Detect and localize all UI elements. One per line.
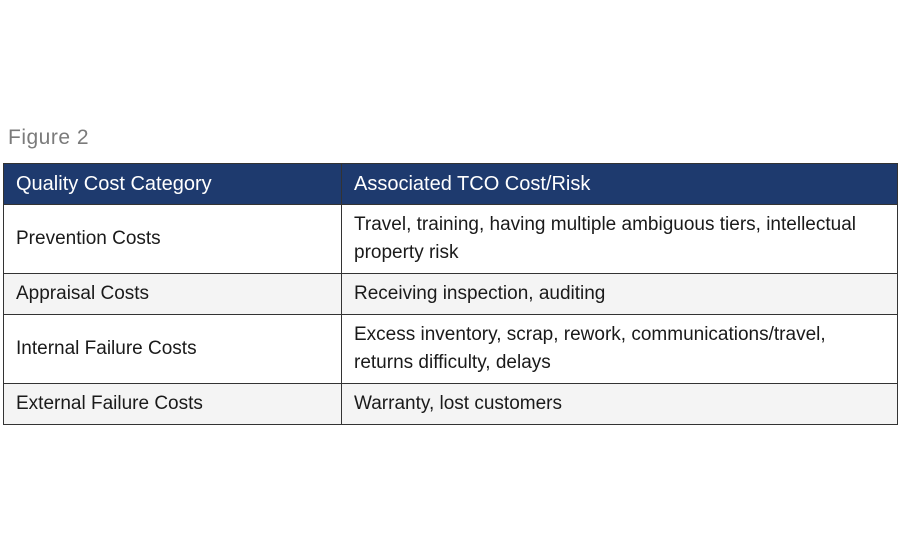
cost-cell: Excess inventory, scrap, rework, communi… xyxy=(341,314,898,384)
cost-cell: Receiving inspection, auditing xyxy=(341,273,898,315)
header-row: Quality Cost Category Associated TCO Cos… xyxy=(3,163,898,205)
header-associated-tco-cost-risk: Associated TCO Cost/Risk xyxy=(341,163,898,205)
category-cell: Prevention Costs xyxy=(3,204,342,274)
table-header: Quality Cost Category Associated TCO Cos… xyxy=(3,163,898,205)
table-row: Appraisal Costs Receiving inspection, au… xyxy=(3,273,898,315)
quality-cost-table: Quality Cost Category Associated TCO Cos… xyxy=(3,163,898,425)
table-row: External Failure Costs Warranty, lost cu… xyxy=(3,383,898,425)
category-cell: Internal Failure Costs xyxy=(3,314,342,384)
header-quality-cost-category: Quality Cost Category xyxy=(3,163,342,205)
cost-cell: Warranty, lost customers xyxy=(341,383,898,425)
figure-label: Figure 2 xyxy=(8,126,90,149)
cost-cell: Travel, training, having multiple ambigu… xyxy=(341,204,898,274)
category-cell: External Failure Costs xyxy=(3,383,342,425)
table-body: Prevention Costs Travel, training, havin… xyxy=(3,204,898,425)
table-row: Internal Failure Costs Excess inventory,… xyxy=(3,314,898,384)
category-cell: Appraisal Costs xyxy=(3,273,342,315)
table-row: Prevention Costs Travel, training, havin… xyxy=(3,204,898,274)
